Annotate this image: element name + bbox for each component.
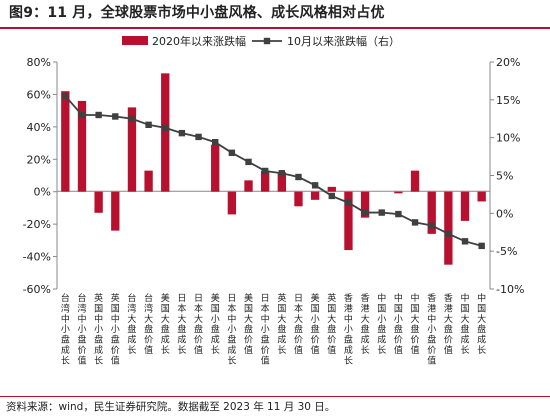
legend-bar-label: 2020年以来涨跌幅 [152, 34, 246, 48]
bar [77, 100, 87, 192]
category-label: 日本中小盘成长 [227, 293, 236, 366]
chart: -60% -40% -20% 0% 20% 40% 60% 80% -10% -5% 0% 5% 10%… [23, 34, 525, 366]
line-point [328, 192, 335, 200]
footer-divider [0, 396, 550, 397]
category-label: 日本中小盘价值 [261, 293, 270, 366]
line-point [261, 167, 269, 175]
line-point [112, 113, 119, 120]
line-point [162, 124, 169, 132]
category-label: 香港中小盘成长 [344, 293, 353, 366]
left-tick-label: 40% [27, 121, 51, 134]
right-tick-label: 5% [496, 170, 513, 183]
line-point [478, 242, 485, 250]
line-point [395, 210, 402, 218]
bar [261, 170, 270, 192]
category-label: 台湾大盘成长 [127, 292, 136, 356]
category-label: 日本大盘价值 [294, 293, 303, 356]
bar [327, 186, 336, 192]
bar [127, 107, 137, 192]
line-point [311, 182, 319, 189]
category-label: 英国大盘成长 [277, 292, 286, 356]
title-divider [0, 27, 550, 29]
line-point [245, 158, 252, 166]
line-point [212, 139, 219, 146]
bar [211, 144, 220, 192]
right-tick-label: 10% [496, 132, 520, 145]
category-label: 美国小盘成长 [211, 292, 220, 356]
category-label: 台湾中小盘成长 [61, 292, 70, 366]
bar [161, 73, 170, 192]
right-tick-label: 0% [496, 207, 513, 220]
right-tick-label: 20% [496, 56, 520, 69]
bar [227, 191, 237, 215]
line-point [145, 121, 152, 129]
line-point [378, 209, 385, 216]
line-point [295, 173, 302, 181]
category-label: 中国大盘价值 [411, 292, 420, 356]
bar [344, 191, 353, 251]
category-label: 日本大盘成长 [177, 293, 186, 356]
right-tick-label: 15% [496, 94, 520, 107]
category-label: 香港大盘价值 [444, 293, 453, 356]
left-tick-label: 80% [27, 56, 51, 69]
source-note: 资料来源：wind，民生证券研究院。数据截至 2023 年 11 月 30 日。 [6, 401, 336, 413]
line-point [278, 170, 286, 177]
bar [277, 172, 286, 192]
left-tick-label: 60% [27, 88, 51, 101]
category-label: 香港中小盘价值 [427, 293, 436, 366]
category-label: 中国小盘成长 [377, 292, 386, 356]
category-label: 中国大盘成长 [477, 292, 486, 356]
bar [477, 191, 486, 202]
left-tick-label: 0% [34, 186, 51, 199]
category-label: 日本大盘价值 [194, 293, 203, 356]
category-label: 英国大盘价值 [327, 292, 336, 356]
category-label: 美国大盘成长 [161, 292, 170, 356]
line-point [178, 129, 186, 137]
line-point [445, 230, 452, 237]
line-point [461, 238, 469, 245]
category-label: 台湾大盘价值 [144, 292, 153, 356]
category-label: 英国中小盘价值 [111, 292, 120, 366]
bar [144, 170, 153, 192]
line-point [195, 133, 202, 141]
left-tick-label: 20% [27, 153, 51, 166]
category-label: 台湾中小盘价值 [77, 292, 86, 366]
bar [111, 191, 120, 231]
left-tick-label: -20% [23, 218, 51, 231]
bar [360, 191, 370, 218]
bar [394, 191, 403, 194]
bar [410, 170, 420, 192]
category-label: 美国大盘价值 [244, 292, 253, 356]
category-label: 中国大盘成长 [461, 292, 470, 356]
legend-line-label: 10月以来涨跌幅（右） [287, 34, 400, 48]
bar [310, 191, 320, 200]
left-tick-label: -40% [23, 251, 51, 264]
bar [94, 191, 103, 213]
right-tick-label: -5% [496, 245, 517, 258]
category-label: 香港大盘成长 [361, 293, 370, 356]
bar [61, 91, 70, 192]
right-tick-label: -10% [496, 283, 524, 296]
bar [294, 191, 303, 207]
category-label: 美国小盘价值 [311, 292, 320, 356]
category-label: 中国小盘价值 [394, 292, 403, 356]
category-label: 英国中小盘成长 [94, 292, 103, 366]
line-point [95, 111, 102, 119]
bar [427, 191, 436, 234]
line-point [361, 209, 369, 216]
line-point [428, 222, 435, 229]
bar [460, 191, 470, 221]
legend-line-marker [263, 37, 271, 45]
bar [244, 180, 253, 192]
legend-bar-swatch [122, 36, 148, 45]
line-point [128, 115, 136, 122]
line-point [62, 92, 69, 100]
line-point [78, 111, 86, 119]
line-point [411, 219, 419, 226]
page-title: 图9：11 月，全球股票市场中小盘风格、成长风格相对占优 [9, 5, 385, 21]
left-tick-label: -60% [23, 283, 51, 296]
line-point [228, 149, 236, 156]
line-point [345, 199, 352, 206]
bar [444, 191, 453, 265]
